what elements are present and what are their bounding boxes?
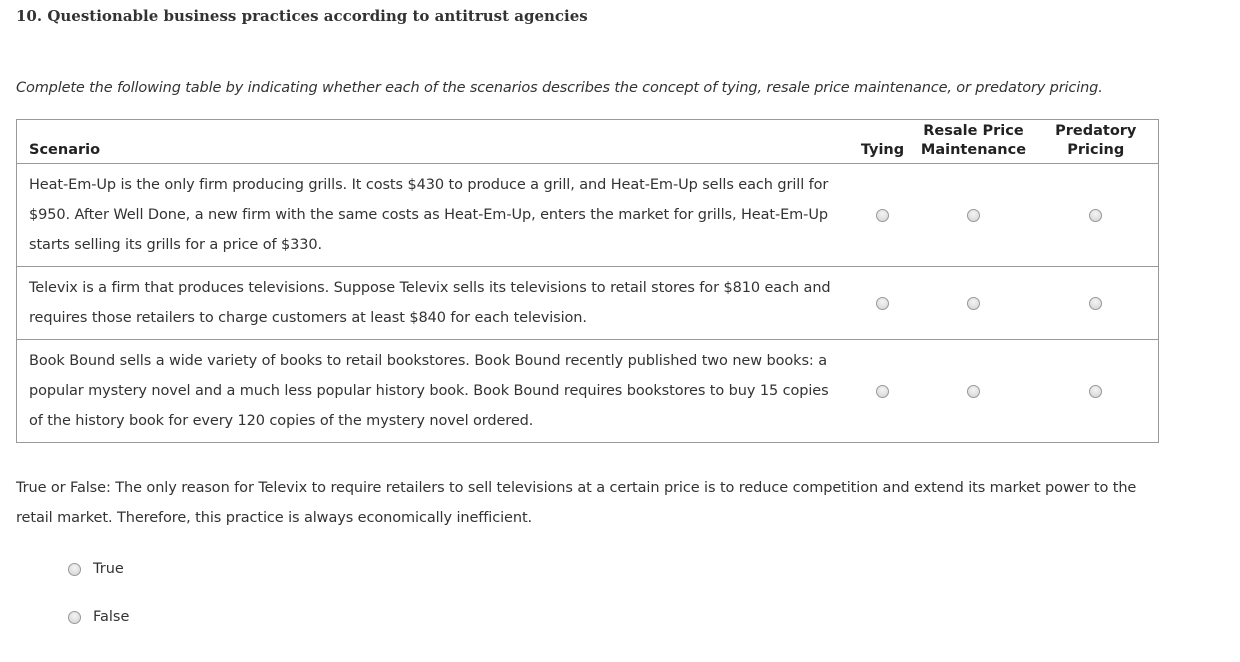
radio-false[interactable] xyxy=(68,610,81,624)
instructions: Complete the following table by indicati… xyxy=(16,80,1103,96)
option-true-label: True xyxy=(93,561,124,577)
true-false-question: True or False: The only reason for Telev… xyxy=(16,480,1137,526)
option-true[interactable]: True xyxy=(68,561,124,577)
radio-resale-price-maintenance[interactable] xyxy=(967,296,980,310)
radio-tying[interactable] xyxy=(876,296,889,310)
header-resale-price-maintenance: Resale Price Maintenance xyxy=(920,123,1027,158)
scenario-text: Book Bound sells a wide variety of books… xyxy=(29,353,829,429)
option-false[interactable]: False xyxy=(68,609,129,625)
scenario-table: Scenario Tying Resale Price Maintenance P… xyxy=(16,119,1159,443)
radio-tying[interactable] xyxy=(876,208,889,222)
scenario-text: Televix is a firm that produces televisi… xyxy=(29,280,831,326)
radio-resale-price-maintenance[interactable] xyxy=(967,384,980,398)
radio-true[interactable] xyxy=(68,562,81,576)
radio-tying[interactable] xyxy=(876,384,889,398)
option-false-label: False xyxy=(93,609,130,625)
table-row: Televix is a firm that produces televisi… xyxy=(16,267,1159,340)
table-row: Heat-Em-Up is the only firm producing gr… xyxy=(16,164,1159,267)
scenario-text: Heat-Em-Up is the only firm producing gr… xyxy=(29,177,829,253)
header-predatory-pricing: Predatory Pricing xyxy=(1055,123,1137,158)
question-title: 10. Questionable business practices acco… xyxy=(16,7,588,25)
radio-predatory-pricing[interactable] xyxy=(1089,208,1103,222)
header-tying: Tying xyxy=(860,142,905,158)
table-row: Book Bound sells a wide variety of books… xyxy=(16,340,1159,443)
radio-predatory-pricing[interactable] xyxy=(1089,384,1103,398)
radio-resale-price-maintenance[interactable] xyxy=(967,208,980,222)
radio-predatory-pricing[interactable] xyxy=(1089,296,1103,310)
header-scenario: Scenario xyxy=(29,142,101,158)
